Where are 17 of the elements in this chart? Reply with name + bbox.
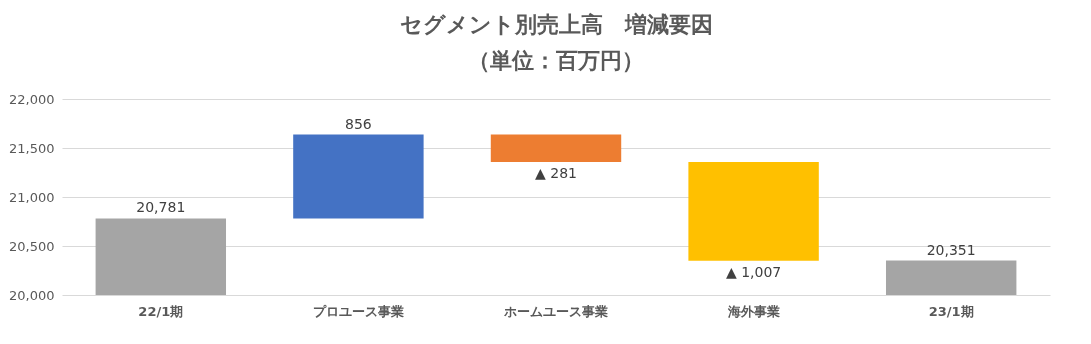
data-label: 20,781 <box>136 199 186 216</box>
y-tick-label: 20,000 <box>9 287 55 303</box>
x-tick-label: 22/1期 <box>138 303 184 319</box>
x-tick-label: プロユース事業 <box>312 303 404 319</box>
data-label: 20,351 <box>926 241 976 258</box>
x-tick-label: 23/1期 <box>928 303 974 319</box>
chart-title: セグメント別売上高 増減要因 <box>399 12 713 37</box>
data-label: 856 <box>345 115 372 132</box>
data-label: ▲ 281 <box>535 165 577 182</box>
x-tick-label: ホームユース事業 <box>503 303 608 319</box>
x-tick-label: 海外事業 <box>726 303 780 319</box>
chart-subtitle: （単位：百万円） <box>468 48 644 73</box>
y-tick-label: 21,000 <box>9 189 55 205</box>
y-tick-label: 21,500 <box>9 140 55 156</box>
y-tick-label: 22,000 <box>9 91 55 107</box>
y-tick-label: 20,500 <box>9 238 55 254</box>
data-label: ▲ 1,007 <box>725 263 782 280</box>
